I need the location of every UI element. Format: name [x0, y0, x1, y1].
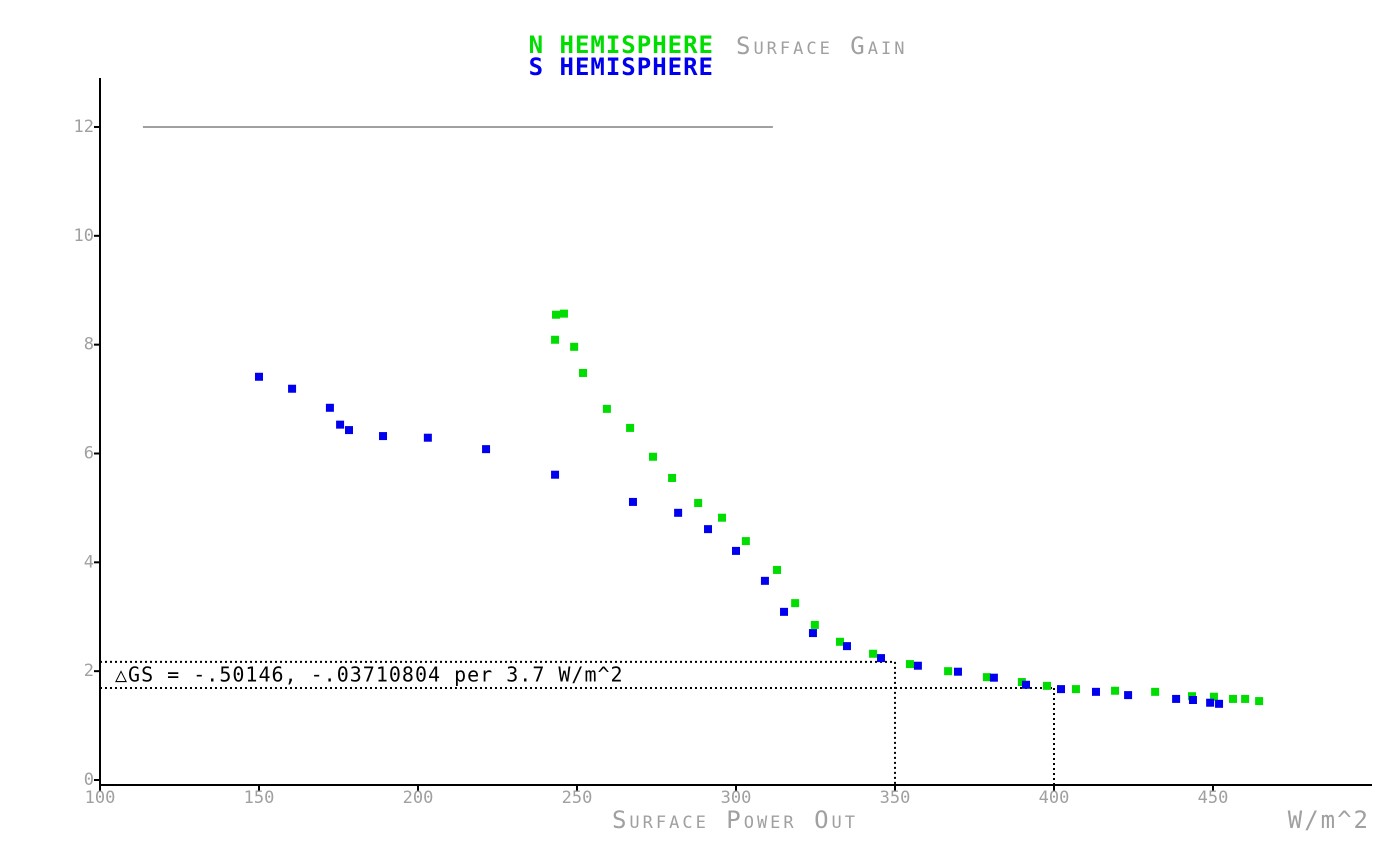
point [953, 667, 962, 676]
point [1151, 687, 1160, 696]
x-tick-label: 250 [562, 788, 593, 808]
x-tick-label: 350 [880, 788, 911, 808]
point [482, 445, 491, 454]
point [628, 497, 637, 506]
point [760, 576, 769, 585]
point [1111, 686, 1120, 695]
point [704, 525, 713, 534]
point [1206, 698, 1215, 707]
point [982, 673, 991, 682]
point [626, 423, 635, 432]
y-tick-label: 0 [84, 770, 94, 790]
y-tick-label: 6 [84, 443, 94, 463]
point [1071, 685, 1080, 694]
point [1209, 692, 1218, 701]
point [989, 673, 998, 682]
point [551, 470, 560, 479]
point [718, 513, 727, 522]
point [379, 432, 388, 441]
point [694, 499, 703, 508]
legend-label: S HEMISPHERE [529, 53, 714, 81]
chart-title: Surface Gain [736, 32, 907, 60]
point [791, 599, 800, 608]
y-tick-label: 2 [84, 661, 94, 681]
point [570, 342, 579, 351]
point [1172, 694, 1181, 703]
point [1124, 691, 1133, 700]
y-tick-label: 10 [74, 226, 94, 246]
point [732, 546, 740, 555]
point [344, 426, 353, 435]
legend-label: N HEMISPHERE [529, 31, 714, 59]
point [1022, 680, 1031, 689]
point [808, 629, 817, 638]
point [944, 667, 953, 676]
point [602, 404, 611, 413]
point [579, 368, 588, 377]
point [835, 637, 844, 646]
point [674, 508, 683, 517]
x-unit-label: W/m^2 [1288, 806, 1370, 834]
x-tick-label: 100 [85, 788, 116, 808]
point [842, 642, 851, 651]
point [1091, 687, 1100, 696]
point [668, 473, 677, 482]
x-tick-label: 450 [1198, 788, 1229, 808]
point [741, 537, 750, 546]
point [559, 309, 568, 318]
x-tick-label: 200 [403, 788, 434, 808]
point [877, 654, 886, 663]
annotation: △GS = -.50146, -.03710804 per 3.7 W/m^2 [115, 663, 624, 687]
y-tick-label: 12 [74, 117, 94, 137]
point [1241, 694, 1250, 703]
x-tick-label: 150 [244, 788, 275, 808]
point [1017, 678, 1026, 687]
point [551, 335, 560, 344]
x-tick-label: 300 [721, 788, 752, 808]
point [649, 452, 658, 461]
point [288, 384, 297, 393]
point [1056, 685, 1065, 694]
point [905, 660, 914, 669]
y-tick-label: 8 [84, 335, 94, 355]
point [552, 310, 561, 319]
point [1229, 694, 1238, 703]
point [773, 565, 782, 574]
point [913, 661, 922, 670]
point [1188, 696, 1197, 705]
point [780, 607, 789, 616]
point [1255, 697, 1264, 706]
point [255, 372, 263, 381]
point [869, 649, 878, 658]
point [1043, 681, 1052, 690]
y-tick-label: 4 [84, 552, 94, 572]
point [325, 403, 334, 412]
point [810, 620, 819, 629]
point [423, 433, 432, 442]
point [1215, 699, 1224, 708]
x-axis-label: Surface Power Out [612, 806, 858, 834]
point [336, 420, 345, 429]
x-tick-label: 400 [1039, 788, 1070, 808]
